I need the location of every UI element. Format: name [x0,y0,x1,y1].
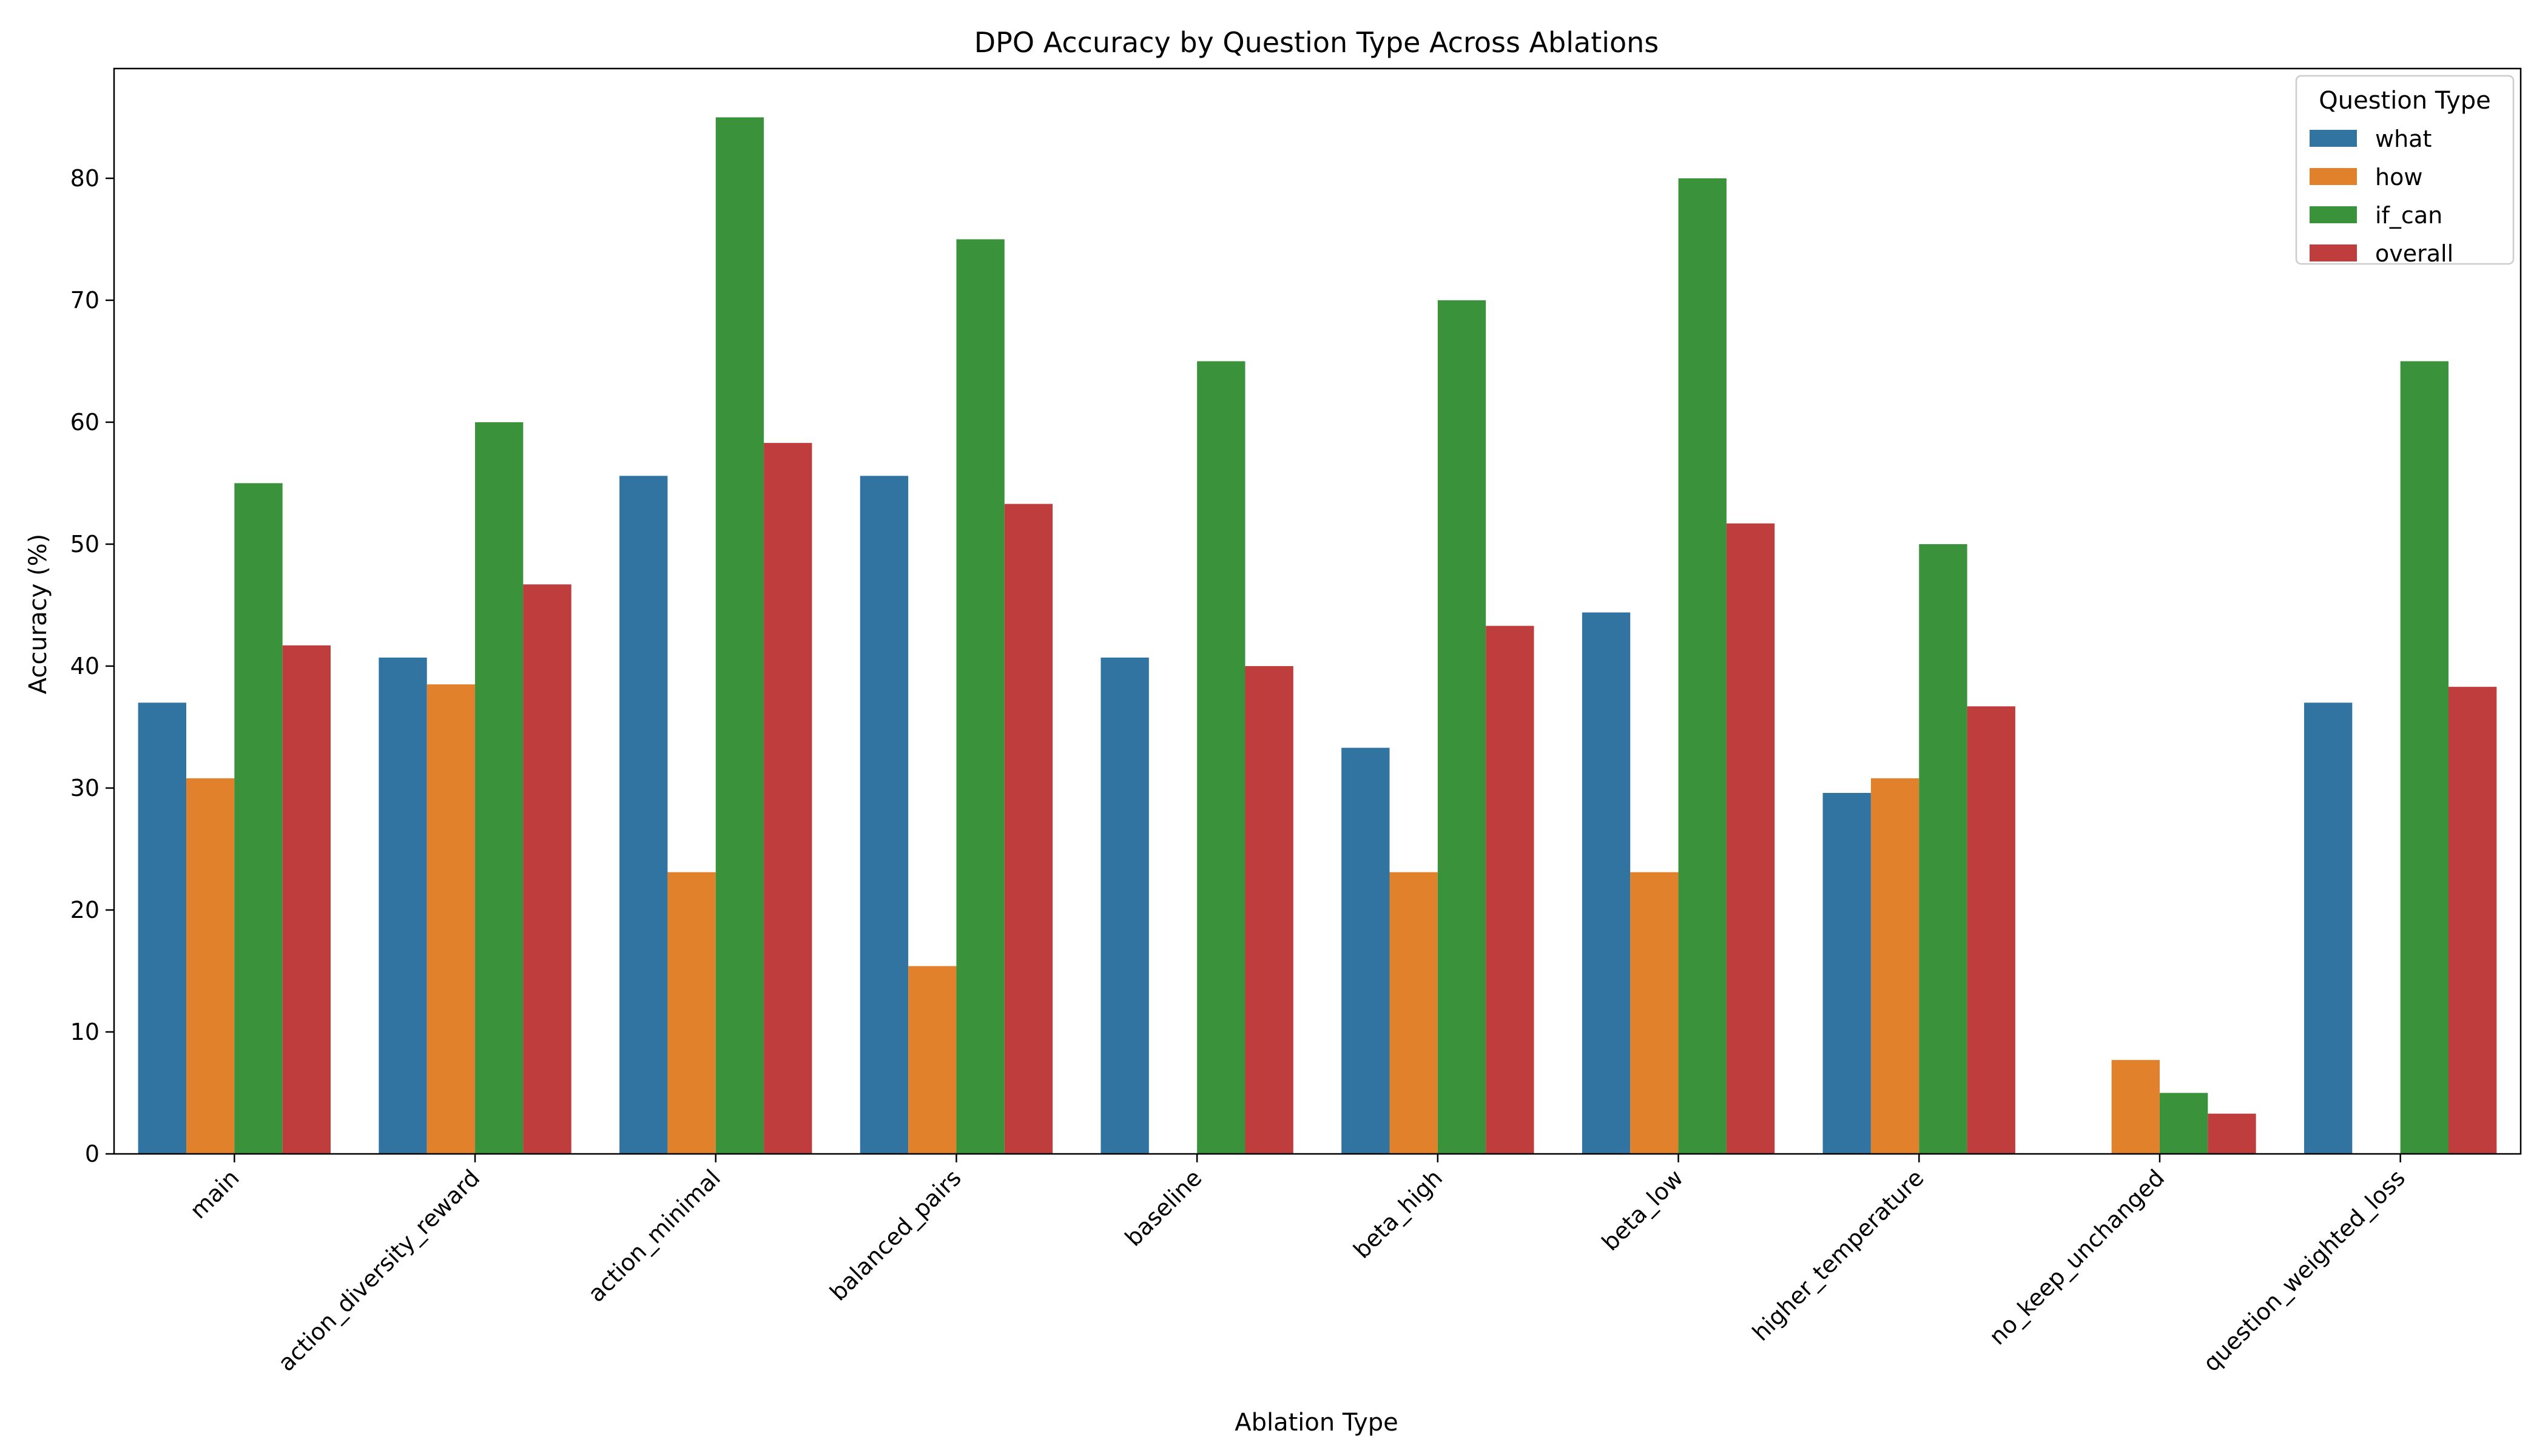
bar-what-main [138,703,187,1154]
legend-swatch-overall [2310,244,2357,261]
bar-how-beta_high [1389,872,1438,1154]
bar-overall-beta_high [1486,625,1534,1154]
bars-group [138,117,2497,1154]
bar-if_can-no_keep_unchanged [2159,1093,2208,1154]
bar-overall-action_minimal [764,443,812,1154]
bar-how-beta_low [1630,872,1679,1154]
y-axis-label: Accuracy (%) [24,534,52,695]
bar-if_can-beta_high [1437,300,1486,1154]
y-tick-label: 50 [70,531,99,558]
bar-what-balanced_pairs [860,476,909,1154]
bar-if_can-question_weighted_loss [2400,361,2449,1154]
bar-if_can-higher_temperature [1919,544,1967,1154]
chart-title: DPO Accuracy by Question Type Across Abl… [974,26,1659,59]
bar-how-main [186,778,235,1154]
bar-overall-main [282,645,331,1154]
bar-if_can-action_diversity_reward [475,422,524,1154]
y-tick-label: 0 [85,1141,99,1167]
legend-label-if_can: if_can [2375,202,2442,229]
y-tick-label: 30 [70,775,99,801]
legend-title: Question Type [2319,87,2491,115]
bar-if_can-beta_low [1678,178,1727,1154]
y-tick-label: 70 [70,287,99,314]
bar-if_can-baseline [1197,361,1245,1154]
bar-what-beta_low [1582,612,1631,1154]
bar-overall-balanced_pairs [1004,504,1053,1154]
bar-what-action_minimal [619,476,668,1154]
legend-swatch-if_can [2310,206,2357,223]
bar-how-action_minimal [667,872,716,1154]
bar-overall-beta_low [1726,523,1775,1154]
y-tick-label: 80 [70,165,99,192]
bar-if_can-action_minimal [715,117,764,1154]
legend-label-overall: overall [2375,240,2453,267]
bar-how-higher_temperature [1870,778,1919,1154]
bar-if_can-main [234,483,283,1154]
bar-overall-action_diversity_reward [523,584,571,1154]
y-ticks: 0 10 20 30 40 50 60 70 80 [70,165,114,1167]
bar-what-action_diversity_reward [379,657,427,1154]
legend-swatch-what [2310,130,2357,147]
y-tick-label: 20 [70,897,99,923]
y-tick-label: 60 [70,409,99,436]
plot-frame [113,67,2522,1155]
y-tick-label: 10 [70,1019,99,1045]
y-tick-label: 40 [70,653,99,679]
bar-overall-baseline [1245,666,1293,1154]
bar-how-no_keep_unchanged [2111,1060,2160,1154]
legend-label-what: what [2375,126,2432,152]
bar-what-baseline [1100,657,1149,1154]
legend-label-how: how [2375,164,2422,190]
bar-overall-question_weighted_loss [2448,687,2497,1154]
x-axis-label: Ablation Type [1235,1409,1398,1437]
legend-swatch-how [2310,168,2357,185]
bar-overall-no_keep_unchanged [2208,1113,2256,1154]
bar-if_can-balanced_pairs [956,239,1005,1154]
bar-how-action_diversity_reward [426,684,476,1154]
bar-what-higher_temperature [1822,793,1871,1154]
bar-overall-higher_temperature [1967,706,2015,1154]
bar-what-question_weighted_loss [2304,703,2353,1154]
bar-what-beta_high [1341,747,1390,1154]
bar-how-balanced_pairs [908,966,957,1154]
